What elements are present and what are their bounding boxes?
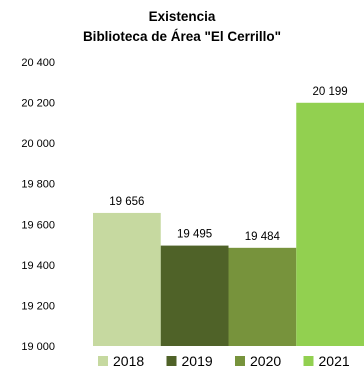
legend: 2018 2019 2020 2021 <box>98 353 350 369</box>
legend-label-2020: 2020 <box>250 353 281 369</box>
y-tick-label: 19 600 <box>21 219 55 231</box>
y-tick-label: 20 400 <box>21 57 55 69</box>
legend-label-2021: 2021 <box>319 353 350 369</box>
y-tick-label: 19 000 <box>21 341 55 353</box>
legend-label-2019: 2019 <box>182 353 213 369</box>
legend-swatch-2019 <box>166 356 177 366</box>
y-tick-label: 19 400 <box>21 260 55 272</box>
data-label-2020: 19 484 <box>245 231 281 243</box>
legend-swatch-2020 <box>235 356 245 366</box>
y-tick-label: 19 800 <box>21 179 55 191</box>
y-tick-label: 20 200 <box>21 98 55 110</box>
data-labels: 19 656 19 495 19 484 20 199 <box>109 86 347 243</box>
chart-title: Existencia <box>149 9 216 24</box>
legend-swatch-2021 <box>303 356 314 366</box>
data-label-2019: 19 495 <box>177 229 212 241</box>
bar-2018 <box>93 212 161 346</box>
chart-subtitle: Biblioteca de Área "El Cerrillo" <box>83 29 281 44</box>
legend-label-2018: 2018 <box>113 353 144 369</box>
y-axis: 19 000 19 200 19 400 19 600 19 800 20 000 20 2… <box>21 57 55 353</box>
bar-2021 <box>296 102 364 346</box>
bar-2020 <box>228 247 297 346</box>
bar-2019 <box>160 245 229 346</box>
data-label-2021: 20 199 <box>313 86 348 98</box>
y-tick-label: 19 200 <box>21 300 55 312</box>
legend-swatch-2018 <box>98 356 108 366</box>
y-tick-label: 20 000 <box>21 138 55 150</box>
data-label-2018: 19 656 <box>109 196 144 208</box>
bars <box>93 102 364 346</box>
